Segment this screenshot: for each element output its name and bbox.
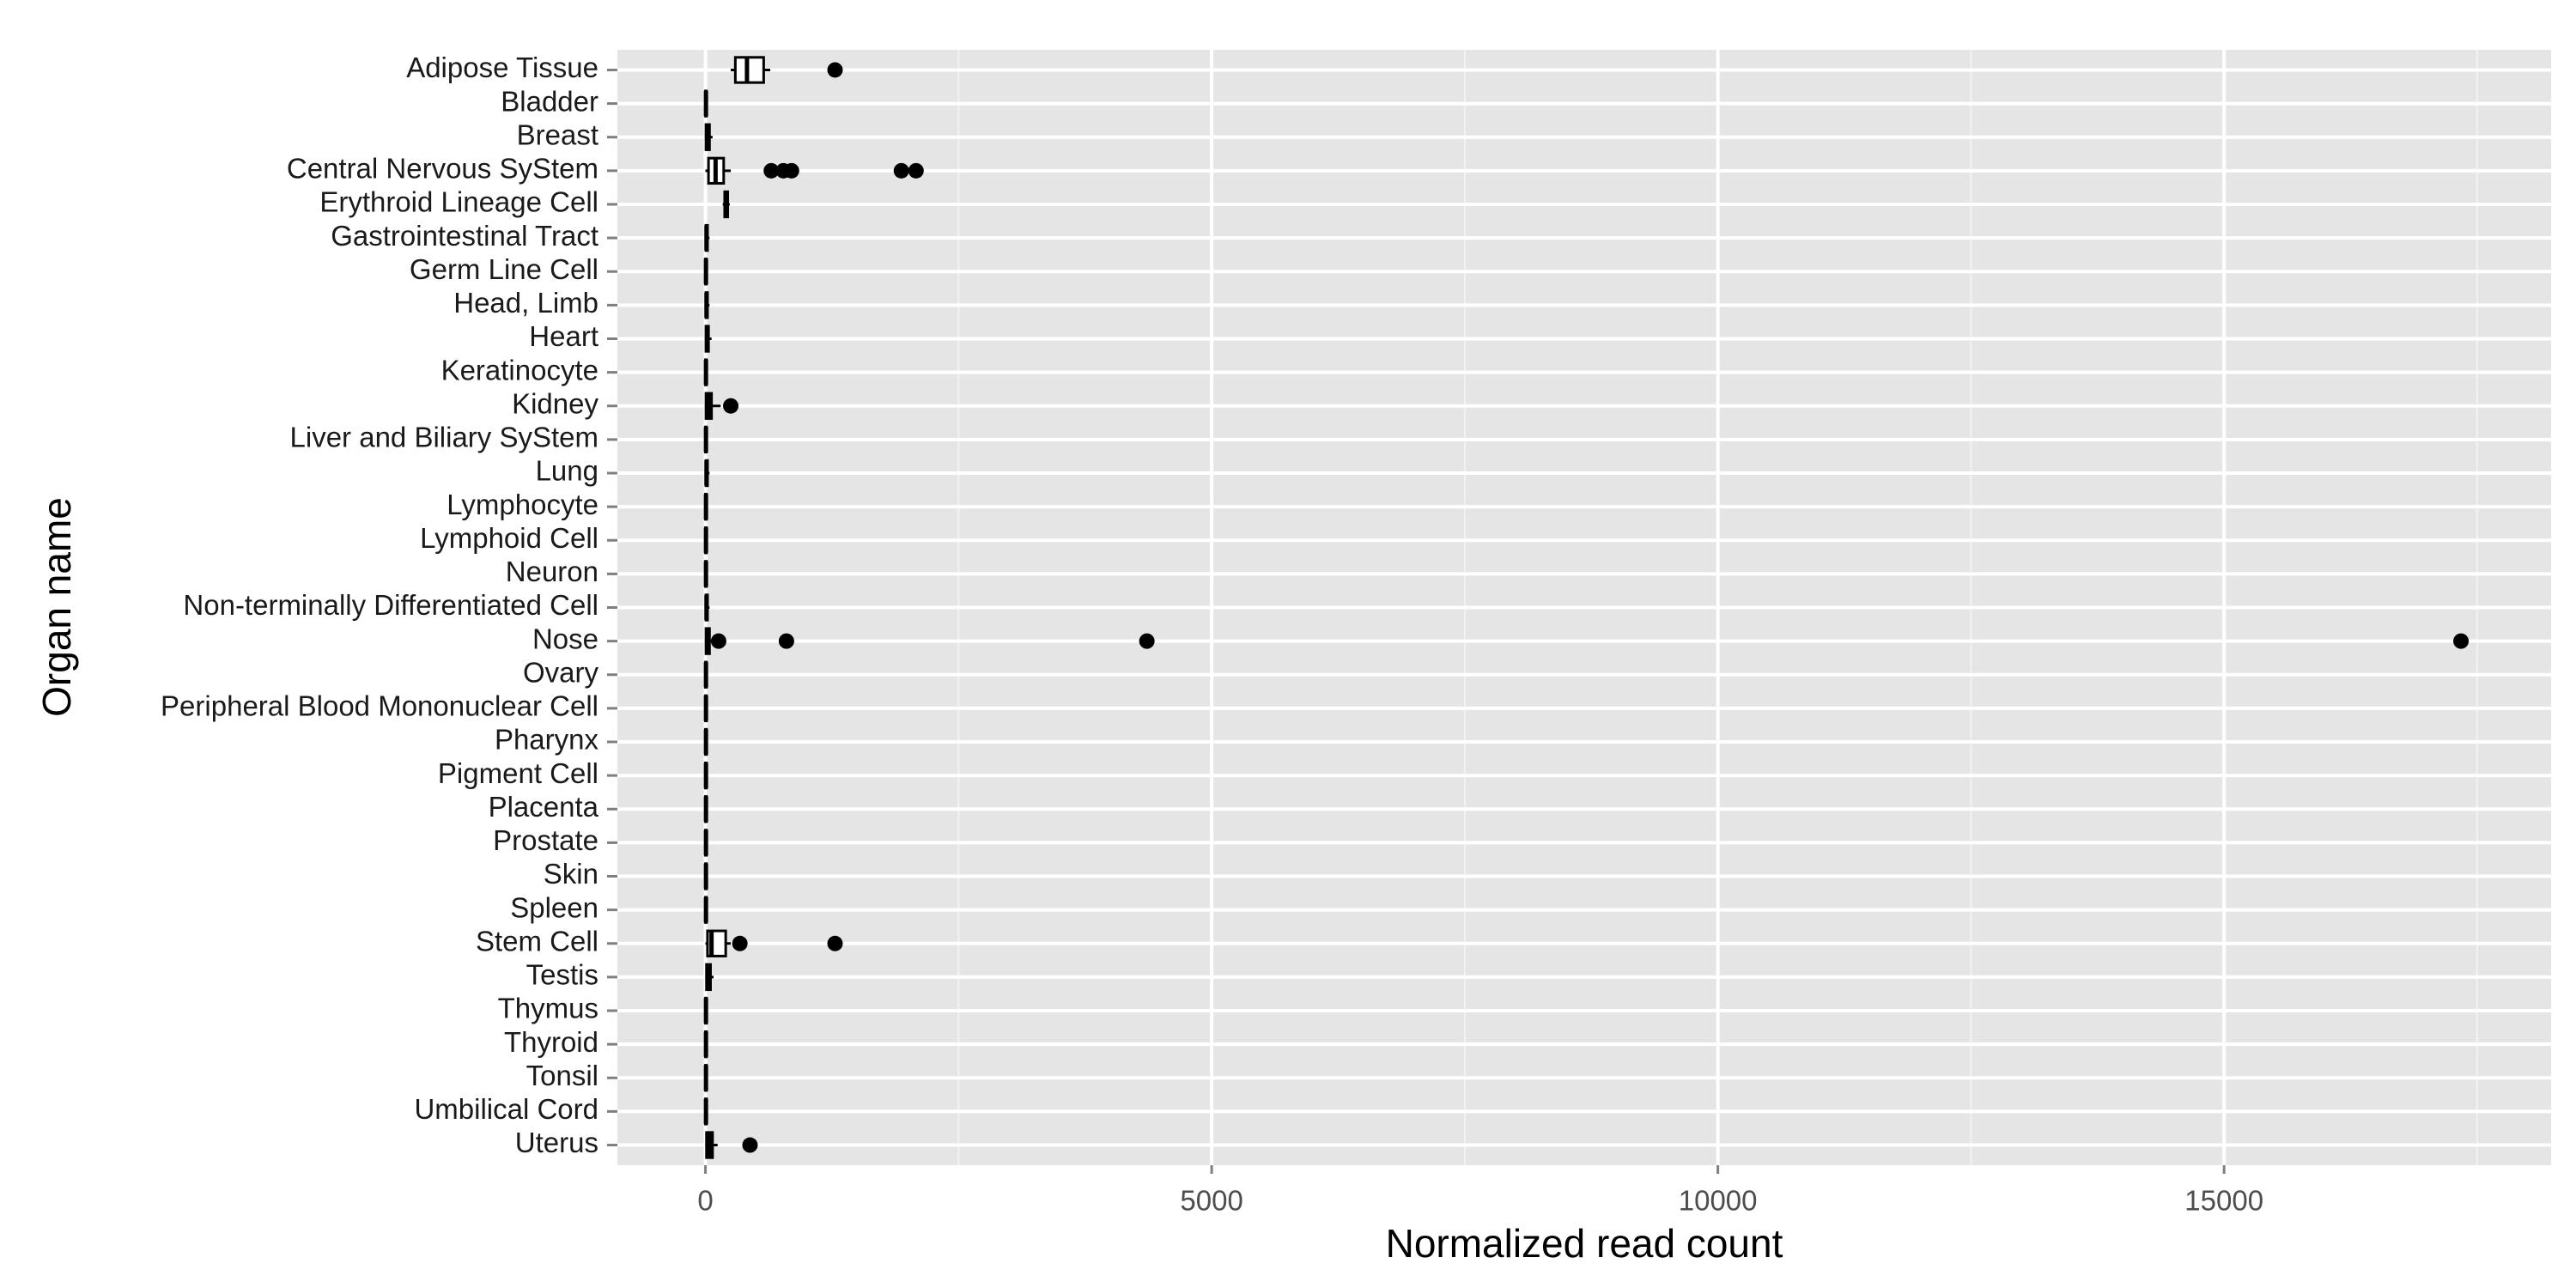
y-tick-label: Lymphoid Cell — [420, 522, 598, 554]
y-tick-label: Heart — [529, 320, 598, 352]
y-tick-label: Thyroid — [504, 1026, 598, 1058]
outlier — [1139, 633, 1155, 649]
y-tick-label: Breast — [517, 118, 598, 150]
y-tick-label: Tonsil — [526, 1060, 598, 1091]
y-tick-label: Lymphocyte — [447, 489, 598, 520]
outlier — [2453, 633, 2470, 649]
x-tick-label: 5000 — [1180, 1185, 1242, 1217]
y-tick-label: Nose — [532, 623, 598, 654]
outlier — [778, 633, 794, 649]
x-tick-label: 0 — [697, 1185, 713, 1217]
y-tick-label: Head, Limb — [453, 287, 598, 319]
y-tick-label: Ovary — [523, 656, 599, 688]
outlier — [827, 62, 843, 78]
y-tick-label: Non-terminally Differentiated Cell — [183, 589, 598, 621]
y-tick-label: Lung — [536, 455, 598, 487]
box — [733, 56, 765, 84]
outlier — [893, 162, 909, 179]
y-tick-label: Kidney — [512, 387, 598, 419]
outlier — [710, 633, 726, 649]
y-tick-label: Peripheral Blood Mononuclear Cell — [161, 690, 598, 722]
outlier — [723, 398, 739, 414]
y-tick-label: Spleen — [510, 891, 598, 923]
outlier — [763, 162, 780, 179]
y-tick-label: Umbilical Cord — [414, 1093, 598, 1125]
y-tick-label: Skin — [544, 858, 598, 890]
y-tick-label: Gastrointestinal Tract — [331, 220, 598, 252]
outlier — [732, 935, 748, 951]
y-tick-label: Prostate — [493, 824, 598, 856]
y-tick-label: Germ Line Cell — [410, 253, 598, 285]
y-tick-label: Erythroid Lineage Cell — [319, 186, 598, 218]
outlier — [742, 1137, 758, 1153]
x-tick-label: 10000 — [1679, 1185, 1758, 1217]
y-axis-title: Organ name — [34, 497, 79, 717]
y-tick-label: Thymus — [498, 993, 598, 1024]
y-tick-label: Central Nervous SyStem — [287, 153, 598, 185]
y-tick-label: Adipose Tissue — [406, 52, 598, 83]
y-tick-label: Testis — [526, 959, 598, 991]
y-tick-label: Pigment Cell — [438, 757, 598, 789]
y-tick-label: Uterus — [515, 1127, 598, 1158]
y-tick-label: Placenta — [489, 791, 599, 823]
outlier — [783, 162, 799, 179]
y-tick-label: Stem Cell — [476, 925, 598, 957]
x-tick-label: 15000 — [2184, 1185, 2263, 1217]
x-axis-title: Normalized read count — [1386, 1221, 1783, 1266]
outlier — [908, 162, 924, 179]
y-tick-label: Keratinocyte — [441, 354, 598, 386]
y-tick-label: Bladder — [501, 85, 598, 117]
y-tick-label: Neuron — [506, 556, 598, 587]
y-tick-label: Liver and Biliary SyStem — [290, 422, 598, 453]
outlier — [827, 935, 843, 951]
y-tick-label: Pharynx — [495, 724, 599, 756]
